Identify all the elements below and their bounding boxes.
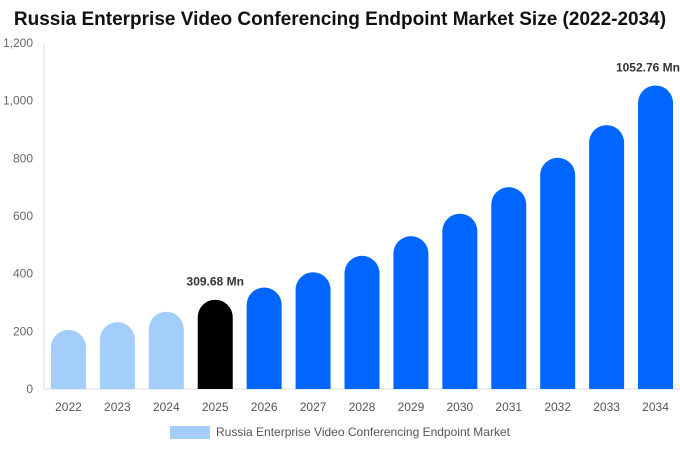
x-tick-label: 2029 [398, 400, 425, 414]
bar-2029[interactable] [393, 236, 429, 389]
y-tick-label: 1,200 [3, 36, 33, 50]
bar-2030[interactable] [442, 213, 478, 389]
bar-2032[interactable] [540, 157, 576, 389]
y-tick-label: 800 [13, 151, 33, 165]
y-tick-label: 0 [26, 382, 33, 396]
x-tick-label: 2027 [300, 400, 327, 414]
bar-2027[interactable] [295, 272, 331, 389]
legend[interactable]: Russia Enterprise Video Conferencing End… [0, 425, 680, 439]
y-axis: 0 200 400 600 800 1,000 1,200 [3, 36, 45, 396]
y-tick-label: 200 [13, 324, 33, 338]
bar-2022[interactable] [50, 329, 86, 389]
legend-label: Russia Enterprise Video Conferencing End… [216, 425, 510, 439]
x-tick-label: 2033 [593, 400, 620, 414]
x-axis: 2022 2023 2024 2025 2026 2027 2028 2029 2030 2031… [44, 388, 680, 414]
bar-2026[interactable] [246, 287, 282, 389]
x-tick-label: 2026 [251, 400, 278, 414]
x-tick-label: 2023 [104, 400, 131, 414]
bar-2031[interactable] [491, 187, 527, 389]
data-labels: 309.68 Mn 1052.76 Mn [187, 60, 680, 288]
y-tick-label: 1,000 [3, 94, 33, 108]
x-tick-label: 2034 [642, 400, 669, 414]
data-label-2025: 309.68 Mn [187, 275, 244, 289]
data-label-2034: 1052.76 Mn [616, 60, 680, 74]
x-tick-label: 2032 [544, 400, 571, 414]
bar-2024[interactable] [148, 311, 184, 389]
bar-2034[interactable] [638, 85, 674, 390]
bars [50, 85, 674, 390]
bar-2023[interactable] [99, 322, 135, 389]
legend-swatch [170, 425, 211, 439]
x-tick-label: 2028 [349, 400, 376, 414]
x-tick-label: 2030 [446, 400, 473, 414]
bar-2028[interactable] [344, 255, 380, 389]
x-tick-label: 2031 [495, 400, 522, 414]
bar-2033[interactable] [589, 125, 625, 389]
y-tick-label: 600 [13, 209, 33, 223]
x-tick-label: 2024 [153, 400, 180, 414]
bar-2025[interactable] [197, 299, 233, 389]
y-tick-label: 400 [13, 267, 33, 281]
chart-title: Russia Enterprise Video Conferencing End… [13, 9, 667, 30]
x-tick-label: 2025 [202, 400, 229, 414]
x-tick-label: 2022 [55, 400, 82, 414]
